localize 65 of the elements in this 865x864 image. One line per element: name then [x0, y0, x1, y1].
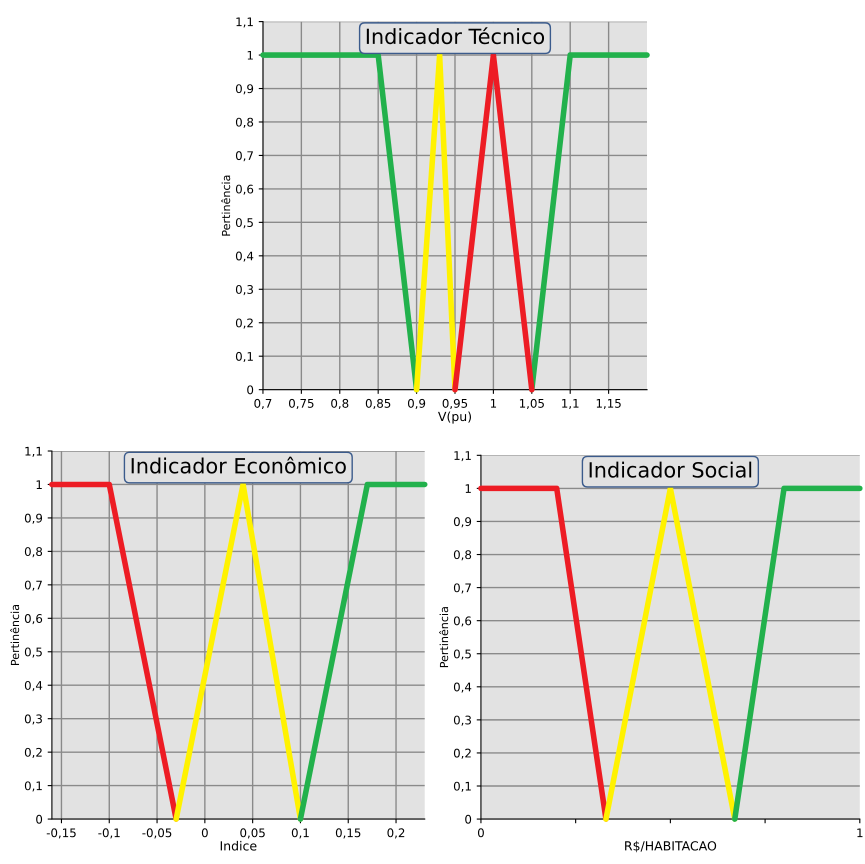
x-tick-label: 0,2 [387, 828, 404, 838]
x-tick-label: 1,15 [596, 399, 621, 410]
y-tick-label: 0 [465, 814, 472, 824]
y-tick-label: 0,7 [24, 580, 42, 591]
x-tick-label: 0,75 [289, 398, 314, 410]
chart-title: Indicador Social [590, 462, 752, 478]
y-tick-label: 0,6 [236, 184, 254, 195]
x-tick-label: 0,05 [240, 828, 265, 838]
y-tick-label: 0,6 [24, 614, 42, 624]
x-tick-label: 0,1 [292, 828, 309, 838]
y-tick-label: 0,1 [236, 352, 253, 362]
y-tick-label: 0,3 [454, 716, 471, 726]
x-tick-label: 0,7 [254, 398, 272, 410]
x-tick-label: 1,1 [562, 399, 579, 410]
chart-title: Indicador Técnico [366, 27, 544, 44]
y-tick-label: 0,9 [24, 514, 42, 524]
y-axis-title: Pertinência [221, 176, 230, 236]
y-tick-label: 0,3 [236, 285, 253, 296]
x-tick-label: -0,15 [46, 828, 76, 838]
x-tick-label: 1 [490, 399, 496, 408]
y-tick-label: 0,5 [24, 647, 42, 658]
y-tick-label: 0,8 [454, 550, 472, 560]
y-tick-label: 0,9 [236, 84, 254, 94]
y-axis-title: Pertinência [439, 607, 448, 668]
y-tick-label: 0,2 [236, 318, 253, 329]
y-tick-label: 0 [36, 814, 42, 824]
y-tick-label: 0,5 [236, 218, 253, 228]
x-tick-label: 0 [202, 828, 208, 838]
x-axis-title: V(pu) [438, 412, 471, 424]
y-tick-label: 0,2 [24, 748, 42, 758]
y-tick-label: 0,6 [454, 616, 472, 627]
y-tick-label: 0,4 [24, 680, 42, 692]
x-tick-label: 0,15 [336, 828, 360, 838]
y-tick-label: 0,8 [24, 547, 42, 558]
y-tick-label: 1 [466, 484, 471, 493]
y-tick-label: 0,1 [454, 782, 471, 792]
y-tick-label: 0,2 [454, 748, 471, 759]
y-tick-label: 0,4 [454, 682, 472, 693]
x-tick-label: 0 [478, 828, 484, 838]
y-tick-label: 0,7 [454, 583, 471, 594]
y-axis-title: Pertinência [10, 605, 20, 665]
y-tick-label: 1,1 [236, 17, 253, 28]
x-tick-label: 1,05 [520, 398, 544, 410]
y-tick-label: 1 [36, 480, 42, 489]
x-tick-label: 1 [857, 828, 862, 838]
x-tick-label: 0,95 [442, 398, 468, 410]
y-tick-label: 0,8 [236, 118, 254, 128]
x-tick-label: 0,8 [331, 398, 348, 410]
y-tick-label: 0,5 [454, 649, 471, 660]
y-tick-label: 0,3 [24, 714, 42, 725]
y-tick-label: 1 [248, 50, 253, 60]
x-axis-title: Indice [220, 840, 256, 851]
x-tick-label: -0,1 [98, 828, 120, 838]
y-tick-label: 0,4 [236, 252, 254, 262]
x-tick-label: -0,05 [142, 828, 172, 838]
y-tick-label: 0 [247, 385, 254, 394]
y-tick-label: 0,1 [24, 781, 42, 792]
y-tick-label: 1,1 [25, 446, 42, 457]
x-tick-label: 0,9 [408, 398, 426, 410]
chart-title: Indicador Econômico [132, 456, 346, 474]
y-tick-label: 0,9 [454, 517, 472, 528]
x-axis-title: R$/HABITACAO [625, 840, 716, 852]
x-tick-label: 0,85 [366, 398, 390, 410]
y-tick-label: 0,7 [236, 151, 253, 162]
y-tick-label: 1,1 [454, 451, 471, 462]
